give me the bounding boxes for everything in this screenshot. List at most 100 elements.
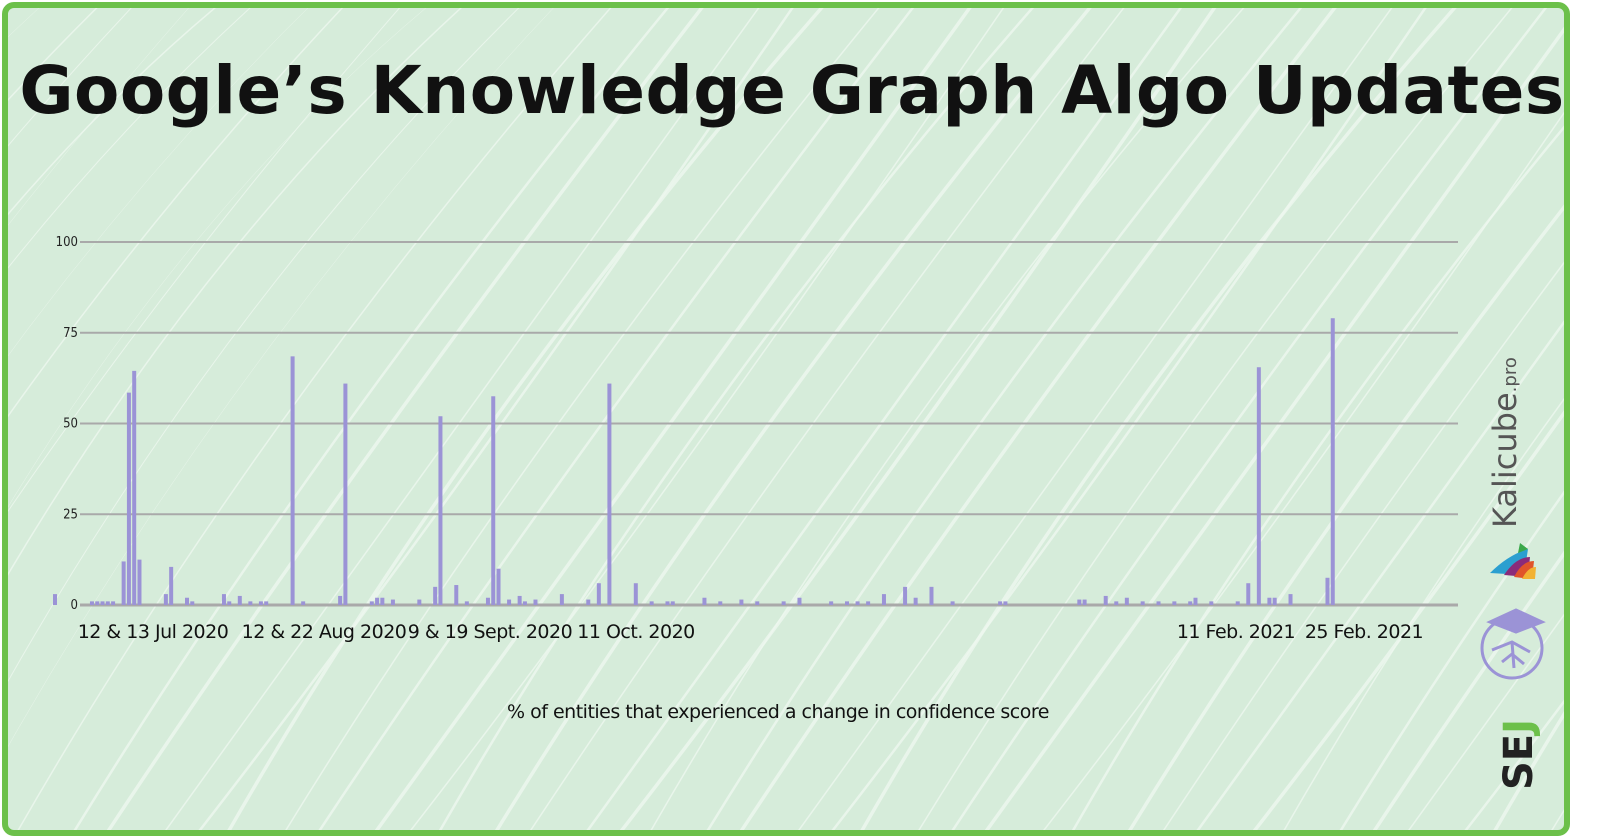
y-tick-label: 75 — [63, 326, 78, 341]
x-axis-label: % of entities that experienced a change … — [507, 701, 1049, 723]
bar — [586, 599, 591, 605]
texture-stroke — [739, 8, 1337, 830]
bar — [718, 601, 723, 605]
texture-stroke — [8, 8, 132, 147]
bar — [169, 566, 174, 605]
chart-frame: Google’s Knowledge Graph Algo Updates 0 2… — [2, 2, 1570, 836]
bar — [301, 601, 306, 605]
kalicube-logo: Kalicube.pro — [1486, 357, 1524, 528]
texture-stroke — [1252, 410, 1564, 830]
bar — [163, 594, 168, 605]
graduation-globe-icon — [1480, 608, 1546, 680]
bar — [755, 601, 760, 605]
background-texture — [8, 8, 1564, 830]
texture-stroke — [831, 8, 1427, 830]
texture-stroke — [860, 8, 1457, 830]
y-tick-label: 25 — [63, 507, 78, 522]
texture-stroke — [8, 8, 216, 216]
texture-stroke — [410, 8, 1005, 830]
bar — [1272, 597, 1277, 605]
texture-stroke — [227, 8, 824, 830]
bar — [464, 601, 469, 605]
texture-stroke — [1162, 261, 1564, 830]
y-tick-label: 0 — [71, 598, 78, 613]
bar — [522, 601, 527, 605]
bar — [797, 597, 802, 605]
chart-title: Google’s Knowledge Graph Algo Updates — [19, 52, 1565, 129]
texture-stroke — [17, 8, 612, 830]
bar — [454, 585, 459, 605]
texture-stroke — [8, 8, 344, 418]
texture-stroke — [8, 8, 98, 102]
bar — [507, 599, 512, 605]
bar — [338, 595, 343, 605]
texture-stroke — [8, 8, 309, 357]
bar — [702, 597, 707, 605]
texture-stroke — [8, 8, 427, 508]
bar — [781, 601, 786, 605]
bar — [1172, 601, 1177, 605]
bar — [380, 597, 385, 605]
bar — [1156, 601, 1161, 605]
bar — [485, 597, 490, 605]
bar — [126, 392, 131, 605]
chart: 0 25 50 75 100 12 & 13 Jul 2020 12 & 22 Aug 2… — [53, 235, 1546, 723]
bar — [829, 601, 834, 605]
bar — [517, 595, 522, 605]
bar — [1140, 601, 1145, 605]
bar — [596, 583, 601, 605]
bar — [53, 594, 57, 605]
bar — [491, 396, 496, 605]
bar — [227, 601, 232, 605]
texture-stroke — [1283, 397, 1564, 830]
bar — [1256, 367, 1261, 605]
bar — [607, 383, 612, 605]
bar — [1288, 594, 1293, 605]
bar — [670, 601, 675, 605]
bar — [1193, 597, 1198, 605]
texture-stroke — [318, 8, 915, 830]
bar — [132, 370, 137, 605]
bar — [1267, 597, 1272, 605]
bar — [903, 586, 908, 605]
bar — [121, 561, 126, 605]
bar — [375, 597, 380, 605]
y-tick-label: 100 — [56, 235, 78, 250]
bar — [881, 594, 886, 605]
bar — [1103, 595, 1108, 605]
bar — [137, 559, 142, 605]
bar — [739, 599, 744, 605]
kalicube-logo-text: Kalicube — [1486, 392, 1524, 528]
x-annotation-label: 11 Oct. 2020 — [577, 621, 695, 643]
texture-stroke — [650, 8, 1245, 830]
texture-stroke — [8, 8, 520, 683]
bar — [533, 599, 538, 605]
texture-stroke — [374, 8, 972, 830]
texture-stroke — [586, 8, 1183, 830]
texture-stroke — [1407, 612, 1564, 830]
bar — [89, 601, 94, 605]
bar — [866, 601, 871, 605]
texture-stroke — [8, 8, 554, 747]
texture-stroke — [1043, 111, 1564, 830]
bar — [1077, 599, 1082, 605]
bar — [1325, 577, 1330, 605]
sej-logo: SEJ — [1496, 719, 1542, 790]
sej-logo-j: J — [1496, 718, 1542, 734]
bar — [845, 601, 849, 605]
texture-stroke — [8, 8, 251, 269]
texture-stroke — [619, 8, 1217, 830]
texture-stroke — [1372, 550, 1564, 830]
bar — [369, 601, 374, 605]
bar — [649, 601, 654, 605]
texture-stroke — [8, 8, 189, 226]
x-annotation-label: 25 Feb. 2021 — [1305, 621, 1423, 643]
bar — [950, 601, 955, 605]
y-tick-label: 50 — [63, 417, 78, 432]
texture-stroke — [951, 8, 1548, 830]
bar — [390, 599, 395, 605]
x-annotation-label: 9 & 19 Sept. 2020 — [408, 621, 572, 643]
kalicube-logo-suffix: .pro — [1500, 357, 1521, 393]
bar — [258, 601, 263, 605]
bar — [633, 583, 638, 605]
